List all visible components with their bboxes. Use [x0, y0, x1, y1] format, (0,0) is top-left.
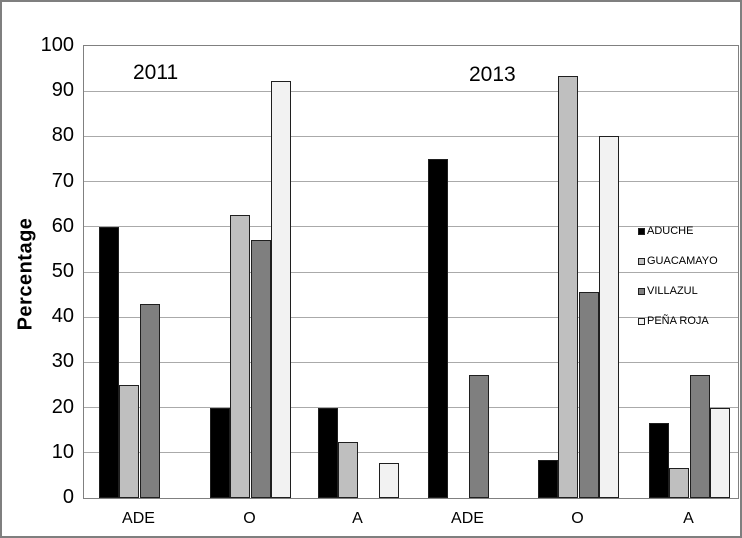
- x-tick-label-2-o: O: [243, 510, 256, 527]
- y-tick-label-100: 100: [40, 34, 74, 56]
- x-tick-label-5-o: O: [571, 510, 584, 527]
- bar-peña-roja-group2: [270, 81, 291, 498]
- y-tick-label-70: 70: [51, 169, 74, 192]
- bar-aduche-group2: [210, 408, 230, 498]
- gridline-10: [84, 452, 738, 454]
- bar-aduche-group3: [318, 408, 338, 498]
- bar-guacamayo-group5: [558, 76, 579, 498]
- y-tick-label-0: 0: [62, 486, 74, 508]
- gridline-60: [84, 226, 738, 228]
- bar-guacamayo-group6: [669, 468, 690, 498]
- bar-peña-roja-group6: [709, 408, 730, 498]
- y-tick-label-90: 90: [51, 79, 74, 102]
- legend-entry-peña-roja: PEÑA ROJA: [638, 314, 718, 328]
- gridline-70: [84, 181, 738, 183]
- bar-aduche-group5: [538, 460, 558, 498]
- bar-peña-roja-group5: [598, 136, 619, 498]
- legend-label: ADUCHE: [647, 225, 694, 237]
- bar-villazul-group1: [139, 304, 160, 498]
- gridline-90: [84, 90, 738, 92]
- legend-entry-aduche: ADUCHE: [638, 224, 718, 238]
- gridline-50: [84, 271, 738, 273]
- bar-aduche-group4: [428, 159, 448, 498]
- legend-swatch-icon: [638, 287, 645, 295]
- bar-villazul-group4: [468, 375, 489, 498]
- year-annotation-2013: 2013: [469, 63, 516, 86]
- bar-guacamayo-group1: [119, 385, 140, 498]
- x-tick-label-4-ade: ADE: [451, 510, 484, 527]
- bar-guacamayo-group3: [338, 442, 359, 498]
- x-tick-label-6-a: A: [683, 510, 694, 527]
- y-tick-label-40: 40: [51, 305, 74, 328]
- legend-entry-guacamayo: GUACAMAYO: [638, 254, 718, 268]
- bar-villazul-group5: [578, 292, 599, 498]
- legend-swatch-icon: [638, 317, 645, 325]
- legend-swatch-icon: [638, 227, 645, 235]
- year-annotation-2011: 2011: [133, 61, 179, 84]
- bar-peña-roja-group3: [378, 463, 399, 498]
- bar-aduche-group1: [99, 227, 119, 498]
- gridline-40: [84, 316, 738, 318]
- legend: ADUCHE GUACAMAYO VILLAZUL PEÑA ROJA: [638, 224, 718, 344]
- bar-villazul-group2: [250, 240, 271, 498]
- legend-label: PEÑA ROJA: [647, 315, 709, 327]
- gridline-80: [84, 135, 738, 137]
- x-tick-label-3-a: A: [352, 510, 363, 527]
- bar-guacamayo-group2: [230, 215, 251, 498]
- y-tick-label-30: 30: [51, 350, 74, 373]
- bar-aduche-group6: [649, 423, 669, 498]
- gridline-20: [84, 407, 738, 409]
- y-tick-label-20: 20: [51, 395, 74, 418]
- legend-label: GUACAMAYO: [647, 255, 718, 267]
- y-tick-label-60: 60: [51, 214, 74, 237]
- plot-area: [83, 45, 739, 499]
- y-tick-label-80: 80: [51, 124, 74, 147]
- x-tick-label-1-ade: ADE: [122, 510, 155, 527]
- y-tick-label-50: 50: [51, 260, 74, 282]
- legend-swatch-icon: [638, 257, 645, 265]
- gridline-30: [84, 361, 738, 363]
- legend-entry-villazul: VILLAZUL: [638, 284, 718, 298]
- bar-villazul-group6: [689, 375, 710, 498]
- y-tick-label-10: 10: [51, 440, 74, 463]
- legend-label: VILLAZUL: [647, 285, 698, 297]
